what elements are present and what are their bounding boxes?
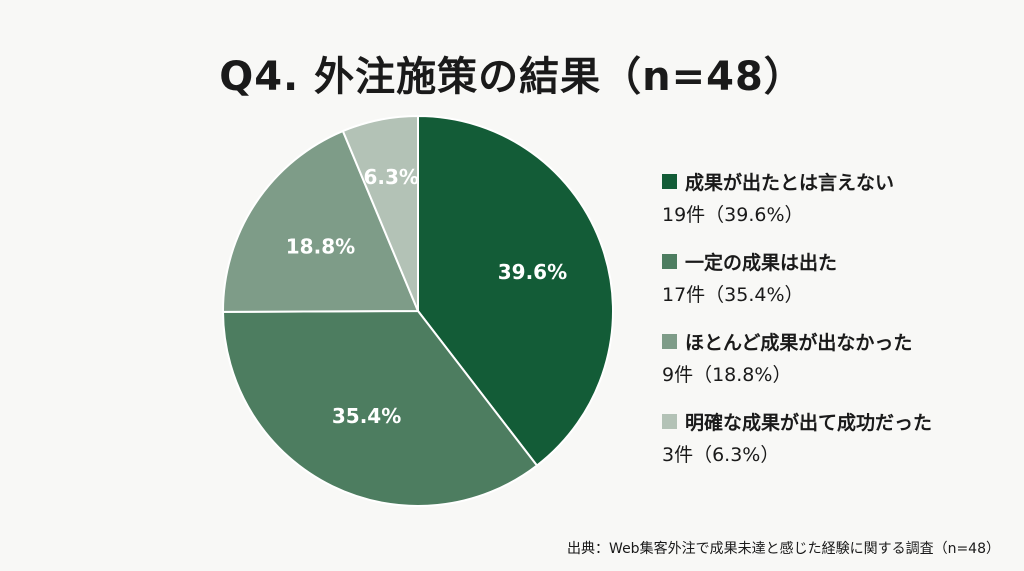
legend-item: 明確な成果が出て成功だった 3件（6.3%） [662, 406, 932, 486]
legend-label: 成果が出たとは言えない [685, 171, 895, 194]
legend-item: ほとんど成果が出なかった 9件（18.8%） [662, 326, 932, 406]
slice-data-label: 39.6% [498, 260, 567, 284]
legend-value: 3件（6.3%） [662, 444, 780, 466]
legend-item: 成果が出たとは言えない 19件（39.6%） [662, 166, 932, 246]
legend-swatch [662, 333, 677, 349]
legend-swatch [662, 413, 677, 429]
legend-value: 19件（39.6%） [662, 204, 804, 226]
legend-swatch [662, 173, 677, 189]
pie-slice [222, 129, 420, 313]
legend-swatch [662, 253, 677, 269]
legend-value: 17件（35.4%） [662, 284, 804, 306]
pie-slice [221, 309, 539, 507]
legend-item: 一定の成果は出た 17件（35.4%） [662, 246, 932, 326]
slice-data-label: 35.4% [332, 404, 401, 428]
legend-label: 明確な成果が出て成功だった [685, 411, 933, 434]
pie-slice [417, 114, 614, 467]
legend-label: ほとんど成果が出なかった [685, 331, 913, 354]
legend: 成果が出たとは言えない 19件（39.6%） 一定の成果は出た 17件（35.4… [662, 166, 932, 486]
source-note: 出典：Web集客外注で成果未達と感じた経験に関する調査（n=48） [567, 541, 1000, 557]
legend-label: 一定の成果は出た [685, 251, 838, 274]
slice-data-label: 18.8% [286, 234, 355, 258]
chart-title: Q4. 外注施策の結果（n=48） [219, 54, 805, 100]
legend-value: 9件（18.8%） [662, 364, 792, 386]
slice-data-label: 6.3% [363, 165, 418, 189]
pie-slice [341, 114, 419, 312]
